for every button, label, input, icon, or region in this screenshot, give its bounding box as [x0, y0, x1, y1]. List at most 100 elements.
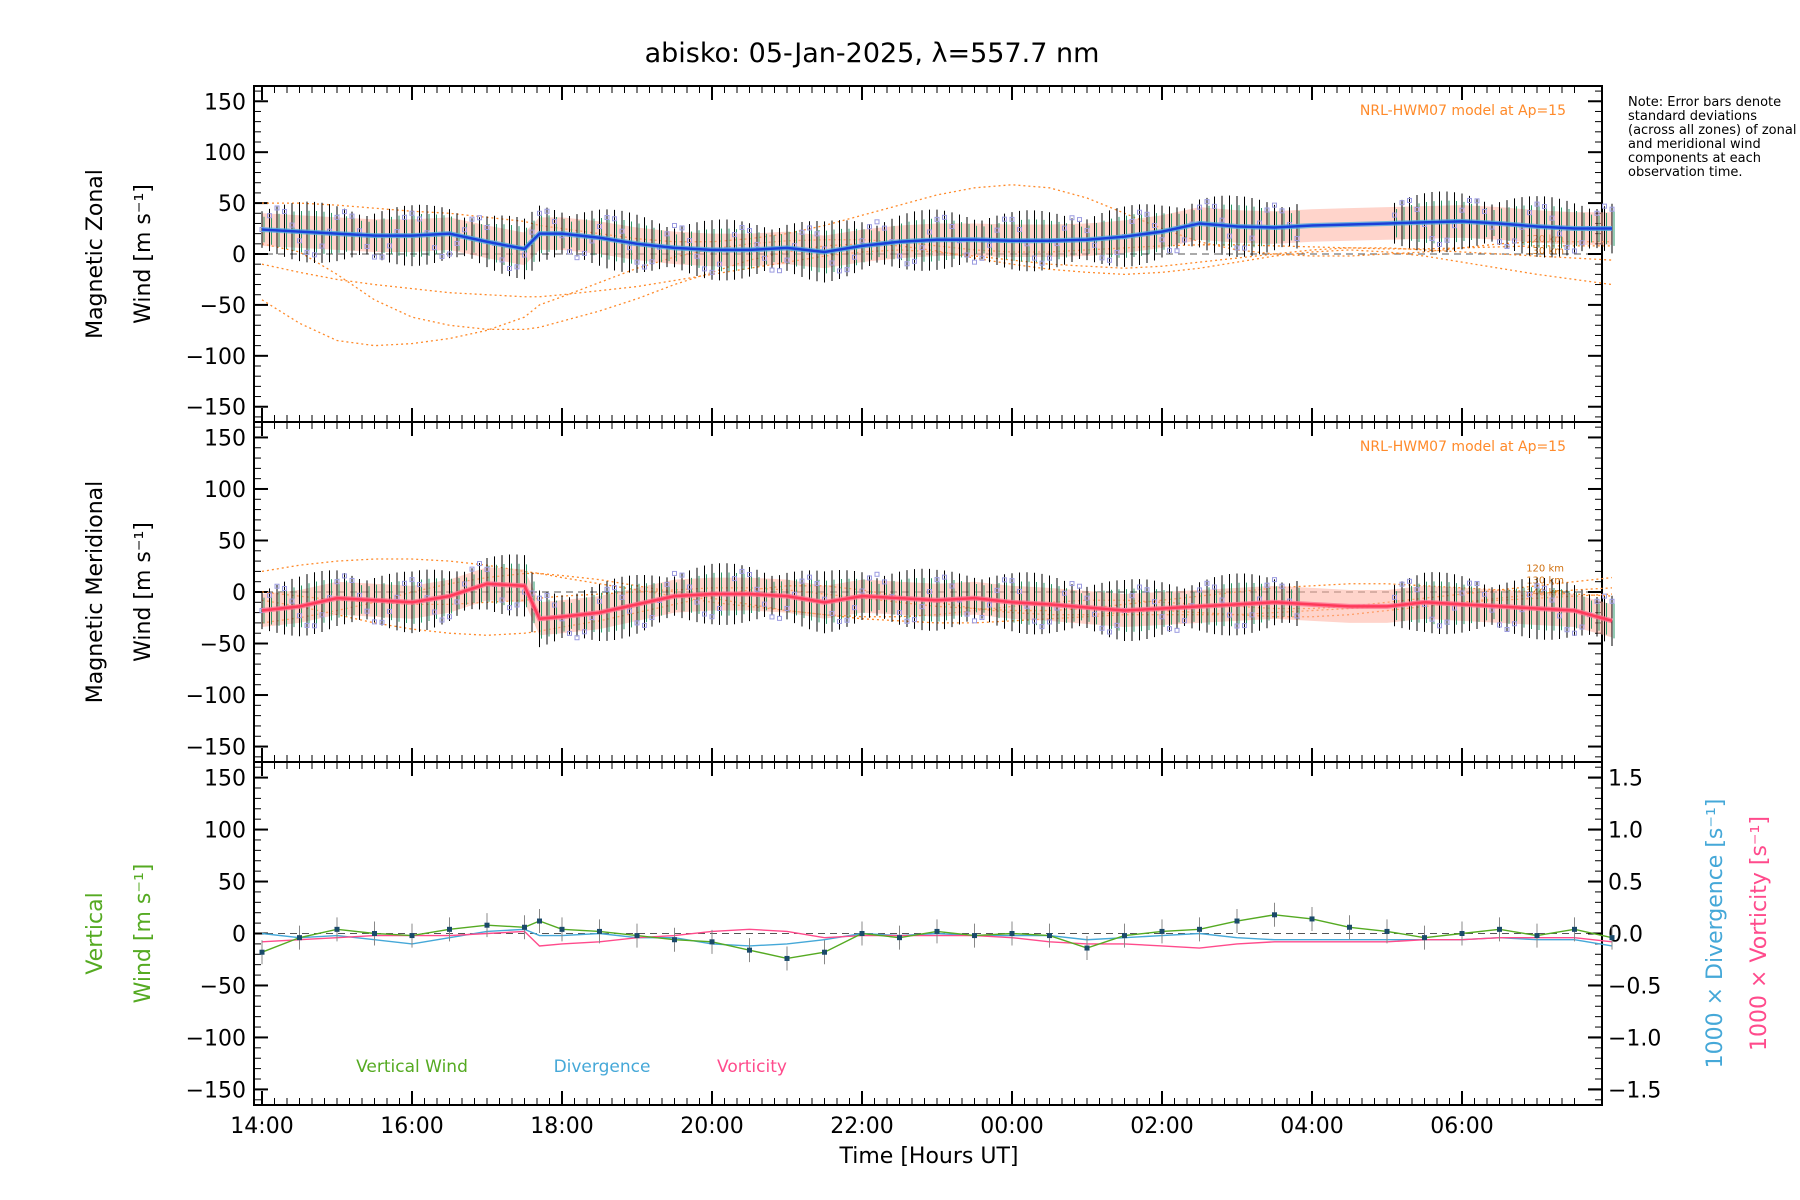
- zone-scatter-point: [679, 572, 685, 578]
- vertical-wind-point: [822, 949, 827, 955]
- zone-scatter-point: [987, 602, 992, 608]
- zone-scatter-point: [1429, 236, 1435, 242]
- zone-scatter-point: [882, 225, 887, 231]
- zone-scatter-point: [964, 611, 970, 617]
- zone-scatter-point: [934, 577, 940, 583]
- y2-tick-label: −1.0: [1608, 1026, 1661, 1051]
- zone-scatter-point: [297, 238, 302, 244]
- zone-scatter-point: [904, 618, 910, 624]
- zone-scatter-point: [1557, 613, 1562, 619]
- panels-group: 150 100 50 0 −50 −100 −150 Magnetic Zonal Wind […: [83, 85, 1772, 1139]
- vertical-wind-point: [522, 924, 527, 930]
- zone-scatter-point: [1249, 612, 1255, 618]
- zone-scatter-point: [1437, 241, 1442, 247]
- zone-scatter-point: [1197, 204, 1202, 210]
- vertical-wind-line: [261, 914, 1613, 960]
- zone-scatter-point: [537, 210, 542, 216]
- zone-scatter-point: [1167, 247, 1172, 253]
- zone-scatter-point: [1077, 583, 1082, 589]
- zone-scatter-point: [739, 225, 745, 231]
- x-tick-label: 18:00: [530, 1114, 593, 1139]
- zone-scatter-point: [1174, 627, 1180, 633]
- zone-scatter-point: [544, 208, 550, 214]
- vertical-wind-point: [1534, 933, 1540, 939]
- zone-scatter-point: [499, 257, 505, 263]
- y-tick-label: 150: [204, 767, 246, 792]
- zone-scatter-point: [1414, 206, 1420, 212]
- zone-scatter-point: [619, 228, 625, 234]
- zone-scatter-point: [949, 583, 955, 589]
- y-axis-label-line2: Wind [m s⁻¹]: [131, 522, 156, 662]
- zone-scatter-point: [807, 225, 812, 231]
- zone-scatter-point: [544, 592, 550, 598]
- zone-scatter-point: [1549, 215, 1555, 221]
- y2-axis-label-vorticity: 1000 × Vorticity [s⁻¹]: [1747, 816, 1772, 1051]
- y-axis-label-line2: Wind [m s⁻¹]: [131, 864, 156, 1004]
- zone-scatter-point: [904, 261, 910, 267]
- zone-scatter-point: [1092, 611, 1097, 617]
- zone-scatter-point: [567, 630, 572, 636]
- zone-scatter-point: [342, 573, 347, 579]
- zone-scatter-point: [1114, 250, 1120, 256]
- zone-scatter-point: [1579, 624, 1585, 630]
- zone-scatter-point: [1242, 245, 1247, 251]
- zone-scatter-point: [837, 618, 842, 624]
- zone-scatter-point: [499, 597, 505, 603]
- vertical-wind-point: [1422, 935, 1427, 941]
- y2-tick-label: −1.5: [1608, 1078, 1661, 1103]
- zone-scatter-point: [364, 608, 370, 614]
- y-axis-label-line1: Magnetic Meridional: [83, 481, 108, 703]
- zone-scatter-point: [634, 259, 640, 265]
- vertical-wind-point: [1047, 933, 1052, 939]
- vertical-wind-point: [747, 947, 752, 953]
- vertical-wind-point: [597, 928, 602, 934]
- y-tick-label: 100: [204, 141, 246, 166]
- zone-scatter-point: [1279, 208, 1285, 214]
- y-tick-label: −150: [186, 1078, 246, 1103]
- zone-scatter-point: [1392, 212, 1397, 218]
- zone-scatter-point: [447, 251, 452, 257]
- zone-scatter-point: [469, 216, 475, 222]
- zone-scatter-point: [1017, 227, 1022, 233]
- zone-scatter-point: [1047, 619, 1052, 625]
- zone-scatter-point: [1534, 201, 1540, 207]
- zone-scatter-point: [417, 582, 422, 588]
- model-label: NRL-HWM07 model at Ap=15: [1360, 439, 1566, 455]
- zone-scatter-point: [1107, 257, 1112, 263]
- zone-scatter-point: [784, 605, 790, 611]
- zone-scatter-point: [1017, 588, 1022, 594]
- model-curve: [262, 184, 1612, 257]
- zone-scatter-point: [1279, 583, 1285, 589]
- legend-entry: Vorticity: [717, 1057, 787, 1077]
- vertical-wind-point: [297, 935, 302, 941]
- vertical-wind-point: [484, 922, 490, 928]
- vertical-wind-point: [1159, 928, 1165, 934]
- zone-scatter-point: [1062, 225, 1067, 231]
- zone-scatter-point: [664, 581, 670, 587]
- zone-scatter-point: [672, 570, 677, 576]
- vertical-wind-point: [784, 955, 790, 961]
- zone-scatter-point: [687, 584, 692, 590]
- zone-scatter-point: [942, 214, 947, 220]
- legend-entry: Vertical Wind: [356, 1057, 468, 1077]
- zone-scatter-point: [304, 249, 310, 255]
- zone-scatter-point: [642, 622, 647, 628]
- zone-scatter-point: [1144, 211, 1150, 217]
- zone-scatter-point: [334, 214, 340, 220]
- zone-scatter-point: [379, 619, 385, 625]
- zone-scatter-point: [934, 216, 940, 222]
- vertical-wind-point: [559, 926, 565, 932]
- zone-scatter-point: [1204, 199, 1210, 205]
- zone-scatter-point: [409, 210, 415, 216]
- zone-scatter-point: [1294, 236, 1300, 242]
- zone-scatter-point: [927, 589, 932, 595]
- model-altitude-label: 130 km: [1526, 246, 1564, 257]
- zone-scatter-point: [1572, 630, 1577, 636]
- zone-scatter-point: [1572, 248, 1577, 254]
- y-tick-label: −50: [200, 974, 246, 999]
- zone-scatter-point: [1182, 237, 1187, 243]
- vertical-wind-point: [1197, 926, 1202, 932]
- zone-scatter-point: [1137, 209, 1142, 215]
- y2-tick-label: 1.0: [1608, 819, 1643, 844]
- zone-scatter-point: [1159, 614, 1165, 620]
